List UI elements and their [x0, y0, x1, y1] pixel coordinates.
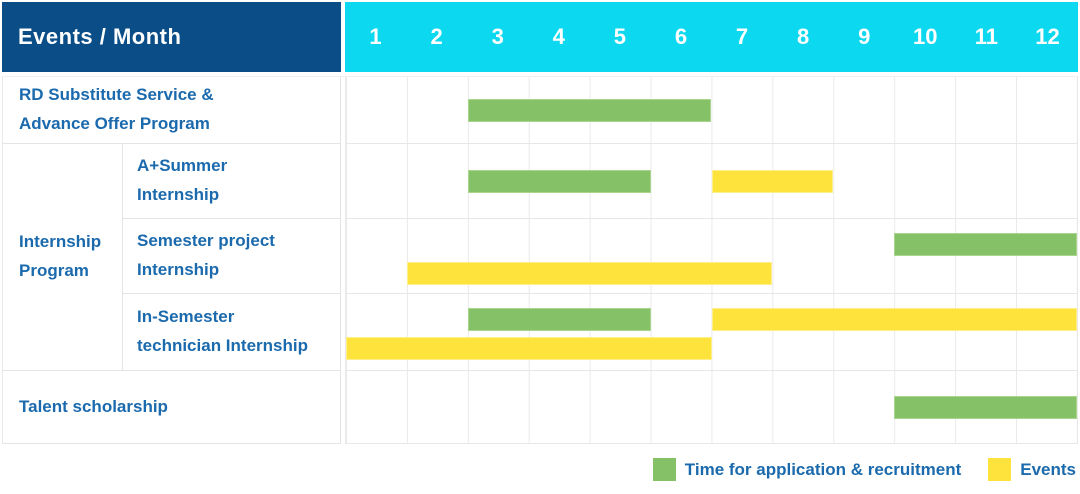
gantt-row-in-semester-technician	[345, 294, 1078, 371]
row-label-in-semester-technician: In-Semester technician Internship	[123, 294, 341, 371]
group-label-line: Internship	[19, 232, 102, 252]
group-label-internship-program: Internship Program	[2, 144, 123, 371]
row-label-semester-project: Semester project Internship	[123, 219, 341, 294]
row-label-line: In-Semester	[137, 307, 235, 327]
group-label-line: Program	[19, 261, 89, 280]
month-label: 8	[796, 24, 810, 49]
legend-item-events: Events	[988, 458, 1076, 481]
gantt-row-talent-scholarship	[345, 371, 1078, 444]
gantt-bar-events	[406, 262, 773, 285]
month-label: 5	[613, 24, 626, 49]
row-label-rd-substitute: RD Substitute Service & Advance Offer Pr…	[2, 77, 341, 144]
gantt-bar-events	[346, 337, 712, 360]
gantt-row-a-plus-summer	[345, 144, 1078, 219]
gantt-bar-application	[467, 98, 712, 122]
legend: Time for application & recruitment Event…	[2, 458, 1078, 481]
events-yellow-swatch-icon	[988, 458, 1012, 481]
table-header-row: Events / Month 1 2 3 4 5 6 7 8 9 10 11 12	[2, 2, 1078, 72]
row-label-line: A+Summer	[137, 156, 228, 176]
row-label-talent-scholarship: Talent scholarship	[2, 371, 341, 444]
application-green-swatch-icon	[652, 458, 676, 481]
month-label: 1	[369, 24, 382, 49]
legend-label-application: Time for application & recruitment	[684, 459, 962, 479]
month-label: 4	[552, 24, 565, 49]
gantt-bar-application	[467, 169, 651, 193]
gantt-bar-events	[711, 169, 834, 193]
month-label: 6	[674, 24, 688, 49]
events-month-header-cell: Events / Month	[2, 2, 341, 72]
gantt-bar-events	[711, 308, 1077, 331]
month-header-row: 1 2 3 4 5 6 7 8 9 10 11 12	[345, 2, 1078, 72]
row-label-line: Semester project	[137, 231, 275, 251]
events-month-header-label: Events / Month	[18, 24, 182, 49]
month-label: 11	[974, 24, 998, 49]
row-label-a-plus-summer: A+Summer Internship	[123, 144, 341, 219]
gantt-bar-application	[894, 233, 1077, 256]
legend-item-application: Time for application & recruitment	[652, 458, 962, 481]
gantt-bar-application	[894, 395, 1077, 419]
row-label-line: Internship	[137, 260, 220, 279]
month-label: 12	[1035, 24, 1060, 49]
gantt-table-body: RD Substitute Service & Advance Offer Pr…	[2, 76, 1078, 444]
legend-label-events: Events	[1020, 459, 1076, 479]
row-label-line: Internship	[137, 185, 220, 204]
month-label: 7	[735, 24, 749, 49]
gantt-bar-application	[467, 308, 651, 331]
gantt-row-rd-substitute	[345, 77, 1078, 144]
month-label: 3	[491, 24, 504, 49]
month-label: 9	[858, 24, 871, 49]
row-label-line: RD Substitute Service &	[19, 85, 214, 105]
row-label-line: Advance Offer Program	[19, 114, 210, 133]
month-label: 2	[430, 24, 443, 49]
row-label-line: technician Internship	[137, 336, 308, 355]
row-label-line: Talent scholarship	[19, 396, 168, 416]
month-label: 10	[913, 24, 938, 49]
gantt-row-semester-project	[345, 219, 1078, 294]
